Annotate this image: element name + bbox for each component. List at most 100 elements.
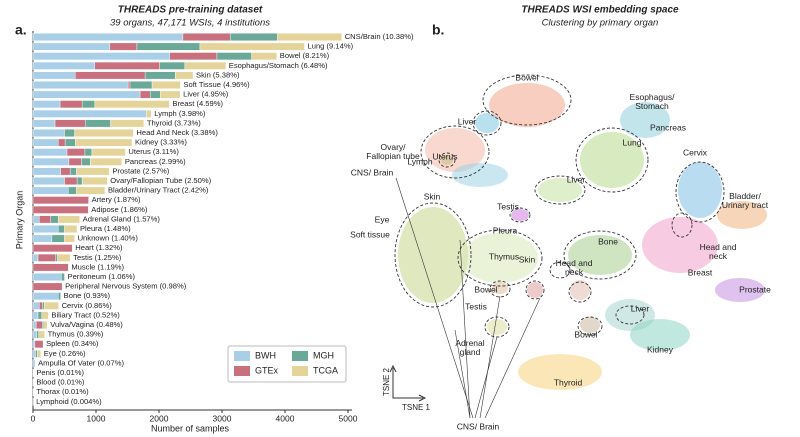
bar-segment bbox=[32, 244, 73, 253]
category-label: Peripheral Nervous System (0.98%) bbox=[65, 282, 187, 291]
bar-segment bbox=[69, 167, 77, 176]
bar-segment bbox=[51, 234, 65, 243]
bar-segment bbox=[110, 119, 145, 128]
cluster-label: Cervix bbox=[682, 147, 708, 158]
bar-segment bbox=[32, 138, 59, 147]
cluster-outline bbox=[472, 110, 502, 136]
cluster-outline bbox=[457, 229, 543, 287]
cluster-outline bbox=[482, 74, 572, 126]
cluster-label: CNS/ Brain bbox=[456, 421, 500, 432]
category-label: CNS/Brain (10.38%) bbox=[345, 32, 414, 41]
bar-segment bbox=[81, 157, 91, 166]
bar-segment bbox=[68, 186, 77, 195]
bar-segment bbox=[66, 148, 86, 157]
category-label: Kidney (3.33%) bbox=[135, 138, 187, 147]
category-label: Breast (4.59%) bbox=[172, 99, 223, 108]
bar-segment bbox=[32, 311, 39, 320]
bar-segment bbox=[32, 129, 65, 137]
cluster-label: Testis bbox=[497, 201, 519, 212]
cluster-cloud bbox=[630, 319, 690, 351]
cluster-outline bbox=[394, 202, 472, 308]
bar-segment bbox=[44, 301, 59, 310]
cluster-cloud bbox=[452, 163, 508, 187]
cluster-cloud bbox=[715, 278, 765, 302]
panel-label: b. bbox=[432, 22, 444, 38]
bar-segment bbox=[277, 33, 342, 41]
bar-segment bbox=[32, 234, 53, 243]
bar-segment bbox=[32, 340, 36, 349]
category-label: Adrenal Gland (1.57%) bbox=[83, 214, 161, 223]
category-label: Skin (5.38%) bbox=[196, 70, 240, 79]
category-label: Vulva/Vagina (0.48%) bbox=[50, 320, 123, 329]
bar-segment bbox=[64, 234, 75, 243]
bar-segment bbox=[32, 148, 68, 157]
bar-segment bbox=[85, 119, 111, 128]
leader-line bbox=[474, 336, 498, 419]
category-label: Adipose (1.86%) bbox=[91, 205, 148, 214]
category-label: Muscle (1.19%) bbox=[71, 262, 124, 271]
bar-segment bbox=[32, 177, 65, 185]
cluster-cloud bbox=[527, 282, 543, 298]
bar-segment bbox=[64, 138, 76, 147]
bar-segment bbox=[81, 100, 95, 109]
category-label: Bone (0.93%) bbox=[64, 291, 111, 300]
cluster-cloud bbox=[489, 83, 565, 127]
cluster-outline bbox=[525, 280, 545, 300]
cluster-label: Esophagus/ Stomach bbox=[629, 92, 675, 111]
category-label: Cervix (0.86%) bbox=[62, 301, 113, 310]
category-label: Prostate (2.57%) bbox=[112, 166, 169, 175]
bar-segment bbox=[32, 349, 36, 358]
cluster-label: Skin bbox=[423, 191, 441, 202]
bar-segment bbox=[32, 186, 69, 195]
bar-segment bbox=[109, 42, 138, 51]
bar-segment bbox=[32, 157, 70, 166]
bar-segment bbox=[38, 330, 45, 339]
cluster-cloud bbox=[425, 128, 485, 172]
cluster-outline bbox=[671, 212, 693, 238]
category-label: Thymus (0.39%) bbox=[48, 330, 104, 339]
bar-segment bbox=[59, 100, 83, 109]
bar-segment bbox=[32, 359, 36, 368]
cluster-cloud bbox=[568, 235, 632, 275]
bar-segment bbox=[75, 71, 146, 80]
bar-segment bbox=[64, 129, 75, 137]
cluster-outline bbox=[575, 127, 649, 193]
category-label: Lymph (3.98%) bbox=[154, 109, 206, 118]
category-label: Uterus (3.11%) bbox=[128, 147, 179, 156]
category-label: Bowel (8.21%) bbox=[280, 51, 330, 60]
cluster-outline bbox=[563, 230, 637, 280]
bar-segment bbox=[58, 138, 66, 147]
cluster-label: Testis bbox=[465, 301, 487, 312]
bar-segment bbox=[37, 311, 43, 320]
bar-segment bbox=[175, 71, 194, 80]
bar-segment bbox=[64, 177, 78, 185]
x-tick-label: 5000 bbox=[339, 413, 358, 423]
cluster-label: Prostate bbox=[739, 284, 771, 295]
x-axis-title: Number of samples bbox=[151, 423, 230, 433]
bar-segment bbox=[32, 167, 61, 176]
bar-segment bbox=[60, 167, 71, 176]
y-axis-title: Primary Organ bbox=[14, 191, 24, 250]
category-label: Blood (0.01%) bbox=[36, 378, 85, 387]
bar-segment bbox=[32, 253, 39, 262]
category-label: Heart (1.32%) bbox=[75, 243, 123, 252]
legend-label: GTEx bbox=[255, 365, 279, 375]
cluster-label: Bowel bbox=[474, 284, 498, 295]
cluster-cloud bbox=[398, 207, 468, 303]
cluster-outline bbox=[577, 316, 603, 336]
cluster-cloud bbox=[492, 282, 508, 294]
legend-label: MGH bbox=[313, 350, 334, 360]
cluster-cloud bbox=[538, 178, 582, 202]
x-tick-label: 0 bbox=[31, 413, 36, 423]
bar-segment bbox=[32, 100, 61, 109]
bar-segment bbox=[160, 90, 181, 99]
cluster-label: Liver bbox=[630, 303, 650, 314]
bar-segment bbox=[84, 148, 93, 157]
cluster-cloud bbox=[580, 132, 644, 188]
cluster-cloud bbox=[462, 233, 538, 283]
cluster-label: Bowel bbox=[574, 329, 598, 340]
bar-segment bbox=[229, 33, 278, 41]
bar-segment bbox=[136, 42, 201, 51]
